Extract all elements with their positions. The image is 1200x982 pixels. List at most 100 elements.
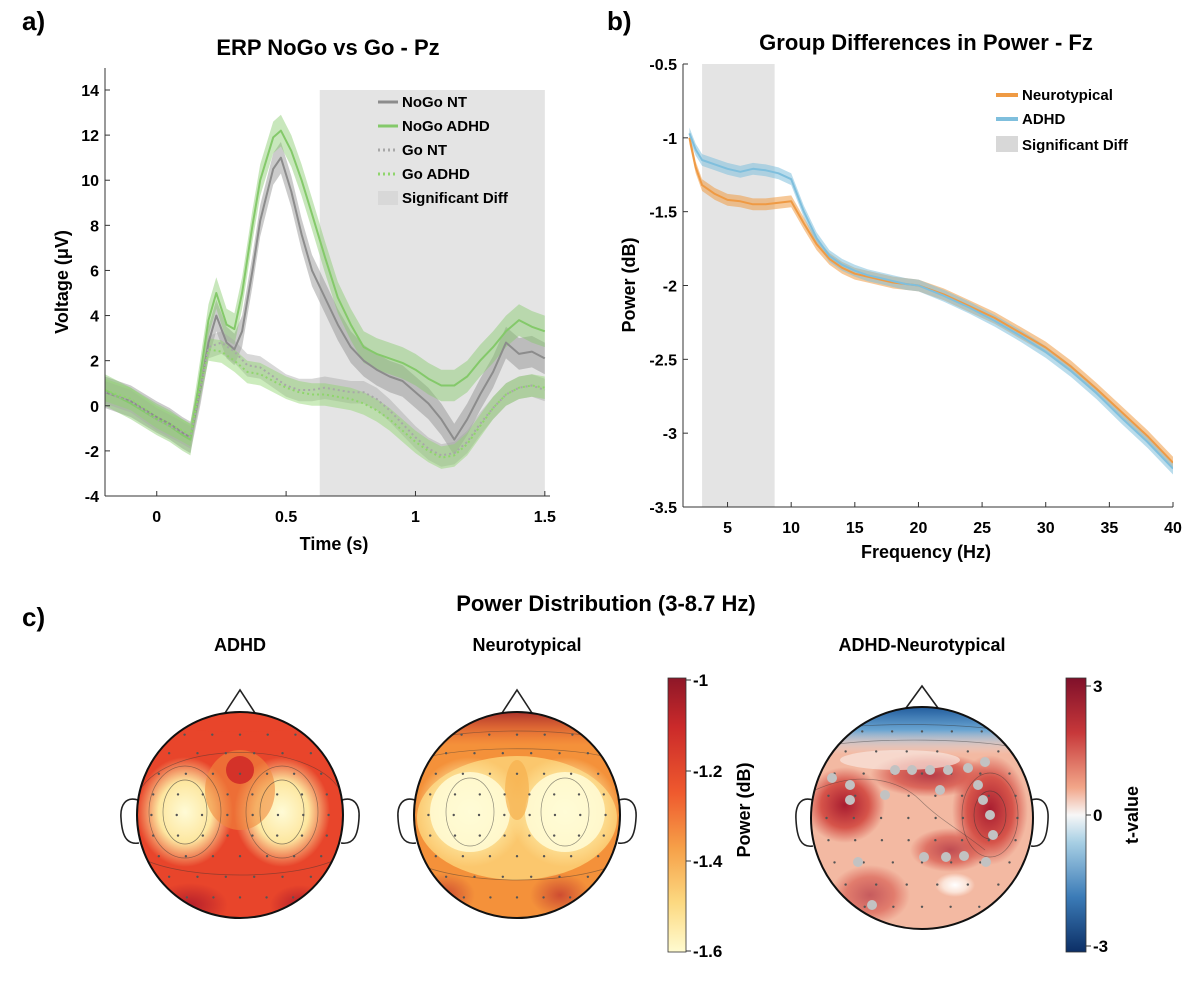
panel-a-ylabel: Voltage (μV) — [52, 230, 72, 334]
adhd-electrode-6 — [196, 752, 199, 755]
adhd-electrode-37 — [226, 834, 229, 837]
nt-electrode-59 — [568, 896, 572, 899]
adhd-electrode-31 — [276, 813, 280, 817]
panel-a-xlabel: Time (s) — [300, 534, 369, 554]
nt-electrode-20 — [478, 793, 482, 796]
topomap-adhd — [120, 688, 360, 919]
diff-electrode-31 — [961, 816, 965, 820]
cb-power-tick-3: -1.6 — [693, 942, 722, 961]
adhd-electrode-39 — [275, 834, 279, 837]
nt-electrode-52 — [529, 875, 533, 878]
power-xtick-6: 35 — [1100, 520, 1118, 537]
nt-electrode-19 — [453, 793, 457, 796]
erp-ytick-5: 6 — [90, 263, 99, 280]
nt-electrode-36 — [478, 834, 482, 837]
legend-label-go-nt: Go NT — [402, 142, 447, 159]
nt-electrode-10 — [586, 752, 590, 755]
nt-electrode-42 — [434, 855, 438, 858]
colorbar-power: -1 -1.2 -1.4 -1.6 Power (dB) — [667, 671, 754, 961]
legend-label-adhd: ADHD — [1022, 111, 1065, 128]
adhd-electrode-53 — [281, 875, 284, 878]
panel-a-legend: NoGo NT NoGo ADHD Go NT Go ADHD Signific… — [378, 94, 509, 207]
diff-electrode-37 — [907, 839, 910, 842]
adhd-electrode-42 — [157, 855, 161, 858]
nt-electrode-12 — [461, 772, 465, 775]
nt-electrode-4 — [571, 733, 574, 736]
adhd-electrode-50 — [196, 875, 199, 878]
diff-electrode-34 — [827, 839, 830, 842]
nt-electrode-32 — [579, 813, 582, 817]
nt-electrode-55 — [462, 896, 466, 899]
erp-line-nogo_adhd — [105, 129, 546, 441]
adhd-electrode-58 — [265, 896, 268, 899]
diff-electrode-50 — [874, 883, 878, 886]
adhd-electrode-32 — [302, 813, 305, 817]
power-xtick-2: 15 — [846, 520, 864, 537]
diff-electrode-22 — [934, 794, 937, 797]
erp-significant-region — [319, 90, 545, 496]
map-title-neurotypical: Neurotypical — [472, 635, 581, 655]
panel-b-letter: b) — [607, 6, 632, 36]
panel-b-legend: Neurotypical ADHD Significant Diff — [996, 87, 1129, 154]
adhd-electrode-20 — [201, 793, 205, 796]
adhd-electrode-25 — [325, 793, 328, 796]
diff-electrode-6 — [874, 750, 878, 753]
nt-electrode-0 — [460, 733, 463, 736]
adhd-electrode-13 — [211, 772, 215, 775]
significant-electrode-5 — [980, 757, 990, 767]
diff-electrode-10 — [997, 750, 1000, 753]
panel-b: b) Group Differences in Power - Fz 5 10 15… — [607, 6, 1182, 562]
nt-electrode-50 — [473, 875, 476, 878]
diff-electrode-51 — [905, 883, 908, 886]
nt-electrode-2 — [515, 733, 519, 736]
adhd-electrode-34 — [152, 834, 155, 837]
nt-electrode-29 — [503, 813, 506, 817]
diff-electrode-5 — [844, 750, 847, 753]
diff-electrode-27 — [852, 816, 856, 820]
nt-electrode-35 — [453, 834, 457, 837]
significant-electrode-19 — [867, 900, 877, 910]
nt-electrode-18 — [429, 793, 432, 796]
legend-label-go-adhd: Go ADHD — [402, 166, 470, 183]
significant-electrode-4 — [963, 763, 973, 773]
nt-electrode-23 — [552, 793, 556, 796]
erp-ytick-6: 8 — [90, 218, 99, 235]
erp-band-go_adhd — [105, 338, 545, 469]
diff-electrode-7 — [905, 750, 908, 753]
diff-electrode-58 — [949, 905, 952, 908]
adhd-electrode-49 — [167, 875, 171, 878]
adhd-electrode-38 — [251, 834, 254, 837]
panel-c-letter: c) — [22, 602, 45, 632]
diff-electrode-33 — [1016, 816, 1019, 820]
diff-electrode-39 — [960, 839, 964, 842]
diff-electrode-24 — [987, 794, 991, 797]
diff-electrode-26 — [825, 816, 828, 820]
adhd-electrode-28 — [200, 813, 204, 817]
nt-electrode-25 — [602, 793, 605, 796]
adhd-electrode-59 — [291, 896, 295, 899]
diff-electrode-3 — [950, 730, 954, 733]
topomap-difference — [795, 684, 1049, 930]
legend-label-nogo-nt: NoGo NT — [402, 94, 467, 111]
nt-electrode-43 — [461, 855, 465, 858]
nose-difference — [905, 684, 939, 709]
nt-electrode-48 — [596, 855, 600, 858]
diff-electrode-49 — [844, 883, 847, 886]
head-outline-adhd — [136, 711, 344, 919]
adhd-electrode-3 — [266, 733, 269, 736]
erp-xtick-2: 1 — [411, 509, 420, 526]
cb-t-tick-0: 3 — [1093, 677, 1102, 696]
significant-electrode-15 — [959, 851, 969, 861]
adhd-electrode-27 — [175, 813, 178, 817]
adhd-electrode-1 — [211, 733, 214, 736]
nt-electrode-5 — [444, 752, 448, 755]
adhd-electrode-51 — [224, 875, 228, 878]
nt-electrode-47 — [569, 855, 573, 858]
map-title-adhd: ADHD — [214, 635, 266, 655]
scalp-fill-neurotypical — [414, 712, 620, 918]
power-xtick-7: 40 — [1164, 520, 1182, 537]
nt-electrode-24 — [577, 793, 581, 796]
erp-ytick-9: 14 — [81, 83, 99, 100]
adhd-electrode-43 — [184, 855, 188, 858]
